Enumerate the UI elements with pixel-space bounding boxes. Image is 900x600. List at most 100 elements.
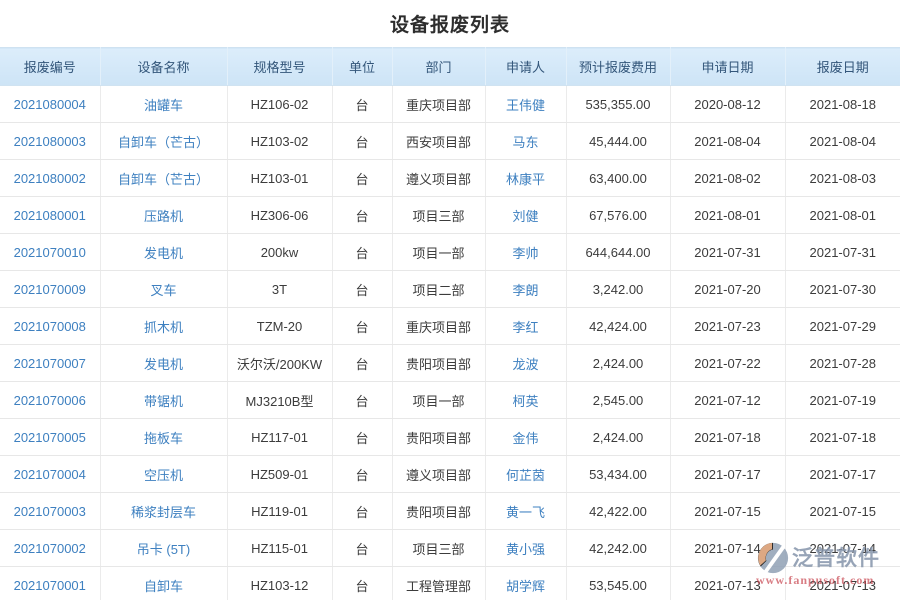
cell-scrap_date: 2021-08-03 <box>785 159 900 197</box>
equip_name-link[interactable]: 抓木机 <box>143 319 183 335</box>
cell-unit: 台 <box>332 159 393 197</box>
cell-equip_name: 自卸车（芒古） <box>100 159 228 197</box>
cell-spec_model: HZ103-02 <box>227 122 333 160</box>
applicant-link[interactable]: 黄一飞 <box>505 504 545 520</box>
scrap_no-link[interactable]: 2021070006 <box>13 392 86 408</box>
table-row: 2021080004 油罐车 HZ106-02 台重庆项目部 王伟健 535,355.00… <box>0 85 900 123</box>
scrap_no-link[interactable]: 2021070007 <box>13 355 86 371</box>
scrap_no-link[interactable]: 2021070010 <box>13 244 86 260</box>
cell-scrap_no: 2021070006 <box>0 381 101 419</box>
table-row: 2021070007 发电机 沃尔沃/200KW 台贵阳项目部 龙波 2,424.00 20… <box>0 344 900 382</box>
column-header-unit: 单位 <box>332 47 393 86</box>
applicant-link[interactable]: 何芷茵 <box>505 467 545 483</box>
cell-scrap_no: 2021070010 <box>0 233 101 271</box>
cell-spec_model: HZ115-01 <box>227 529 333 567</box>
column-header-applicant: 申请人 <box>485 47 567 86</box>
table-row: 2021070010 发电机 200kw 台项目一部 李帅 644,644.00 2021-… <box>0 233 900 271</box>
equip_name-link[interactable]: 自卸车（芒古） <box>117 171 209 187</box>
cell-unit: 台 <box>332 122 393 160</box>
equip_name-link[interactable]: 空压机 <box>143 467 183 483</box>
cell-applicant: 金伟 <box>485 418 567 456</box>
cell-scrap_no: 2021080001 <box>0 196 101 234</box>
table-row: 2021070003 稀浆封层车 HZ119-01 台贵阳项目部 黄一飞 42,422.0… <box>0 492 900 530</box>
cell-scrap_date: 2021-07-19 <box>785 381 900 419</box>
cell-applicant: 王伟健 <box>485 85 567 123</box>
cell-scrap_no: 2021080002 <box>0 159 101 197</box>
cell-unit: 台 <box>332 270 393 308</box>
cell-applicant: 李红 <box>485 307 567 345</box>
cell-spec_model: 200kw <box>227 233 333 271</box>
equip_name-link[interactable]: 吊卡 (5T) <box>136 541 191 557</box>
cell-unit: 台 <box>332 233 393 271</box>
equip_name-link[interactable]: 油罐车 <box>143 97 183 113</box>
equip_name-link[interactable]: 压路机 <box>143 208 183 224</box>
applicant-link[interactable]: 龙波 <box>512 356 539 372</box>
cell-scrap_no: 2021070009 <box>0 270 101 308</box>
applicant-link[interactable]: 柯英 <box>512 393 539 409</box>
cell-est_cost: 42,242.00 <box>566 529 671 567</box>
scrap_no-link[interactable]: 2021070003 <box>13 503 86 519</box>
scrap_no-link[interactable]: 2021070009 <box>13 281 86 297</box>
applicant-link[interactable]: 黄小强 <box>505 541 545 557</box>
applicant-link[interactable]: 胡学辉 <box>505 578 545 594</box>
cell-scrap_no: 2021070004 <box>0 455 101 493</box>
cell-est_cost: 42,424.00 <box>566 307 671 345</box>
scrap_no-link[interactable]: 2021080004 <box>13 96 86 112</box>
table-row: 2021070009 叉车 3T 台项目二部 李朗 3,242.00 2021-07-20 2… <box>0 270 900 308</box>
cell-equip_name: 稀浆封层车 <box>100 492 228 530</box>
cell-equip_name: 自卸车（芒古） <box>100 122 228 160</box>
table-header-row: 报废编号 设备名称 规格型号 单位 部门 申请人 预计报废费用 申请日期 报废日期 <box>0 47 900 86</box>
applicant-link[interactable]: 刘健 <box>512 208 539 224</box>
scrap_no-link[interactable]: 2021080002 <box>13 170 86 186</box>
cell-scrap_date: 2021-07-18 <box>785 418 900 456</box>
cell-applicant: 李帅 <box>485 233 567 271</box>
cell-scrap_no: 2021070005 <box>0 418 101 456</box>
equip_name-link[interactable]: 带锯机 <box>143 393 183 409</box>
cell-equip_name: 带锯机 <box>100 381 228 419</box>
equip_name-link[interactable]: 拖板车 <box>143 430 183 446</box>
cell-department: 西安项目部 <box>392 122 486 160</box>
scrap_no-link[interactable]: 2021080001 <box>13 207 86 223</box>
cell-est_cost: 67,576.00 <box>566 196 671 234</box>
applicant-link[interactable]: 林康平 <box>505 171 545 187</box>
column-header-scrap_date: 报废日期 <box>785 47 900 86</box>
cell-scrap_date: 2021-08-18 <box>785 85 900 123</box>
equip_name-link[interactable]: 自卸车 <box>143 578 183 594</box>
cell-scrap_no: 2021070008 <box>0 307 101 345</box>
applicant-link[interactable]: 金伟 <box>512 430 539 446</box>
cell-spec_model: HZ509-01 <box>227 455 333 493</box>
scrap_no-link[interactable]: 2021070008 <box>13 318 86 334</box>
equip_name-link[interactable]: 发电机 <box>143 356 183 372</box>
cell-scrap_date: 2021-07-13 <box>785 566 900 600</box>
scrap_no-link[interactable]: 2021070004 <box>13 466 86 482</box>
cell-scrap_no: 2021070001 <box>0 566 101 600</box>
applicant-link[interactable]: 王伟健 <box>505 97 545 113</box>
cell-department: 重庆项目部 <box>392 307 486 345</box>
cell-applicant: 李朗 <box>485 270 567 308</box>
cell-department: 项目一部 <box>392 381 486 419</box>
cell-est_cost: 3,242.00 <box>566 270 671 308</box>
equip_name-link[interactable]: 自卸车（芒古） <box>117 134 209 150</box>
scrap_no-link[interactable]: 2021070005 <box>13 429 86 445</box>
equipment-scrap-table: 报废编号 设备名称 规格型号 单位 部门 申请人 预计报废费用 申请日期 报废日期 202108… <box>0 47 900 600</box>
applicant-link[interactable]: 马东 <box>512 134 539 150</box>
equip_name-link[interactable]: 叉车 <box>150 282 177 298</box>
scrap_no-link[interactable]: 2021070001 <box>13 577 86 593</box>
applicant-link[interactable]: 李朗 <box>512 282 539 298</box>
cell-department: 重庆项目部 <box>392 85 486 123</box>
table-row: 2021070006 带锯机 MJ3210B型台项目一部 柯英 2,545.00 2021… <box>0 381 900 419</box>
cell-applicant: 黄一飞 <box>485 492 567 530</box>
cell-spec_model: TZM-20 <box>227 307 333 345</box>
cell-equip_name: 发电机 <box>100 233 228 271</box>
cell-unit: 台 <box>332 529 393 567</box>
applicant-link[interactable]: 李红 <box>512 319 539 335</box>
scrap_no-link[interactable]: 2021070002 <box>13 540 86 556</box>
equip_name-link[interactable]: 稀浆封层车 <box>130 504 196 520</box>
cell-applicant: 龙波 <box>485 344 567 382</box>
equip_name-link[interactable]: 发电机 <box>143 245 183 261</box>
scrap_no-link[interactable]: 2021080003 <box>13 133 86 149</box>
cell-scrap_date: 2021-07-14 <box>785 529 900 567</box>
table-row: 2021070005 拖板车 HZ117-01 台贵阳项目部 金伟 2,424.00 202… <box>0 418 900 456</box>
cell-est_cost: 53,545.00 <box>566 566 671 600</box>
applicant-link[interactable]: 李帅 <box>512 245 539 261</box>
